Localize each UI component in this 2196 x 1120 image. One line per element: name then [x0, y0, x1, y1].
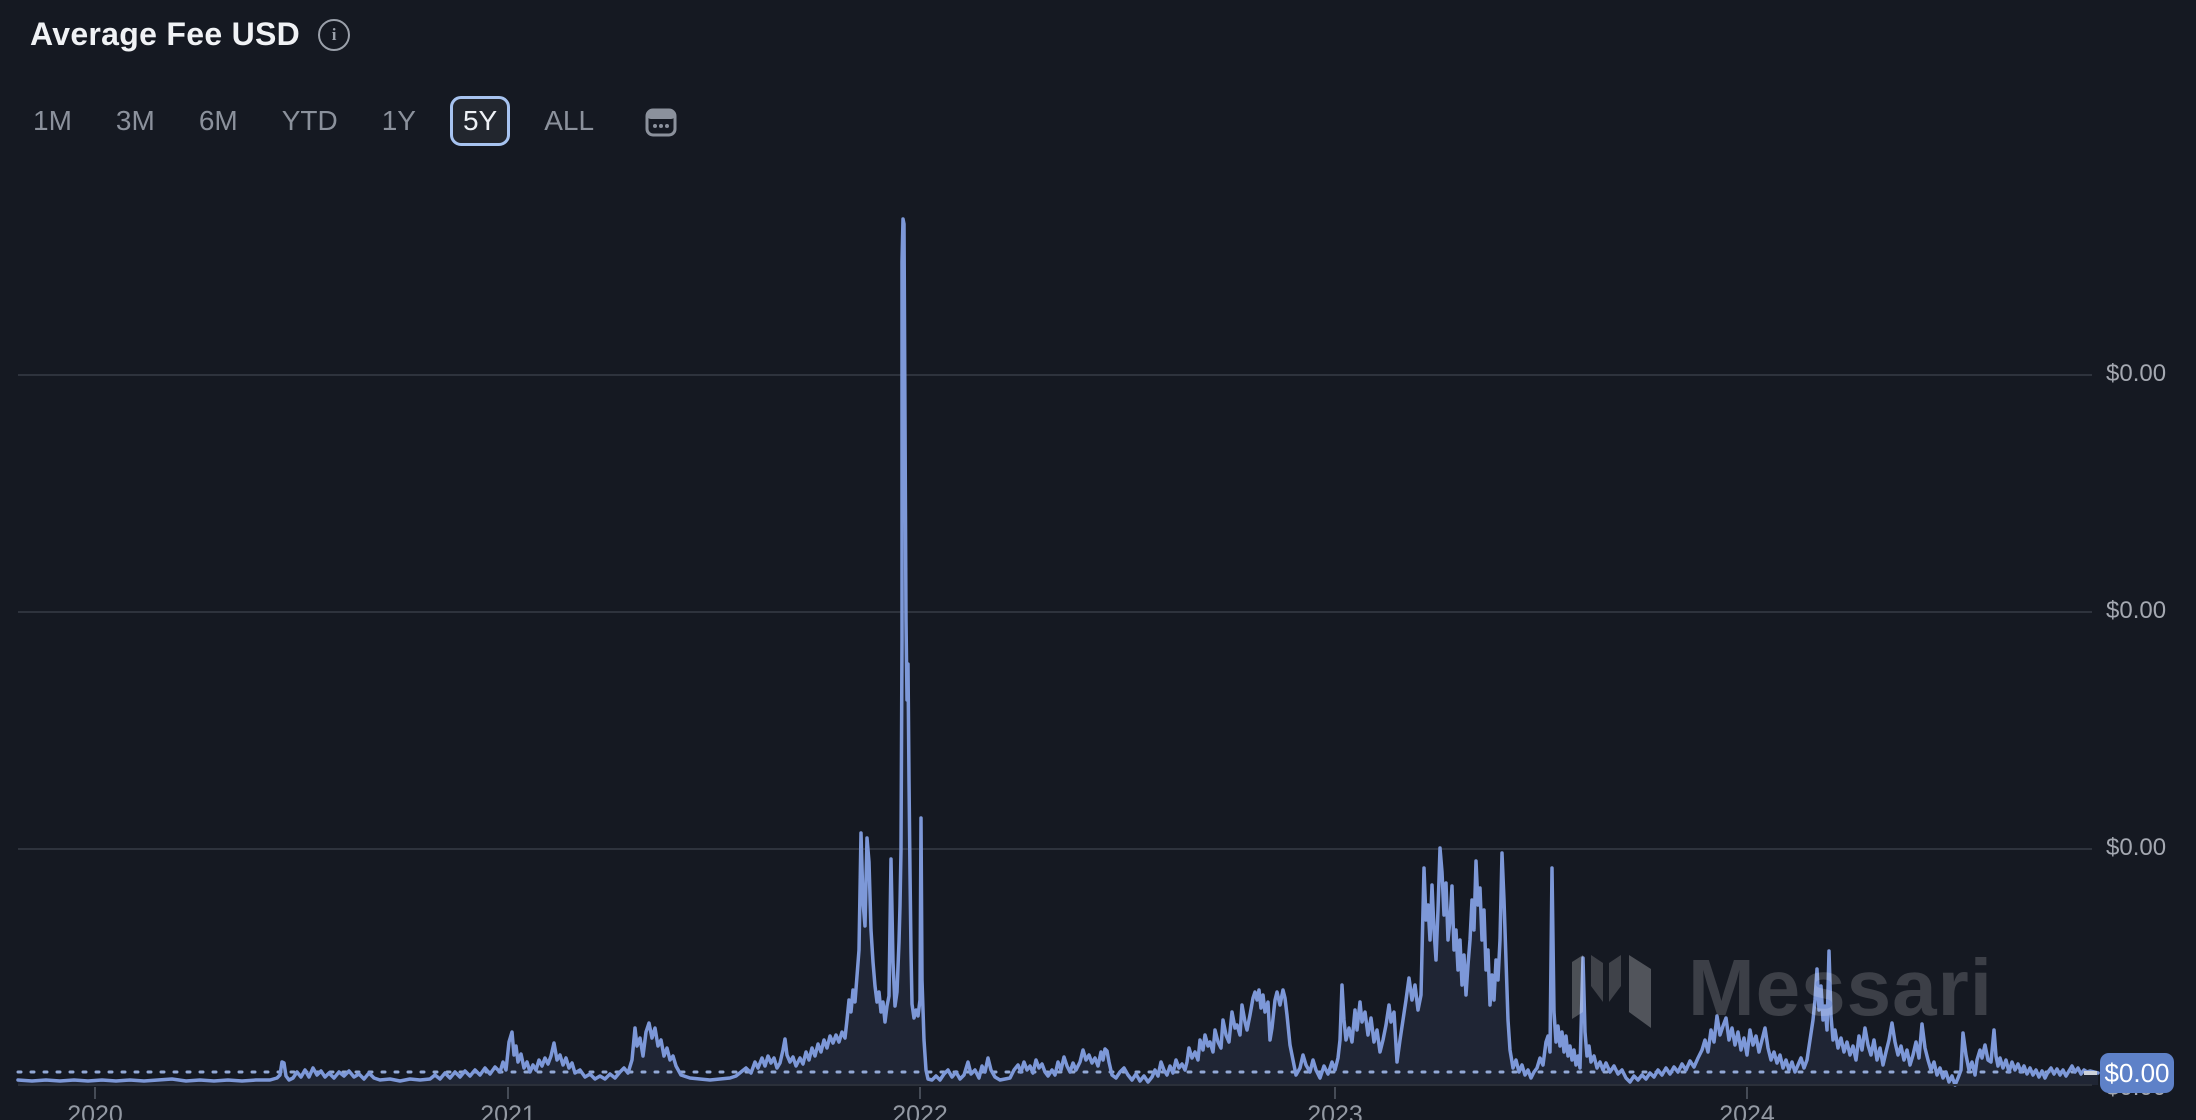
x-axis-label-2021: 2021: [480, 1101, 536, 1120]
calendar-icon[interactable]: [644, 104, 678, 138]
x-axis-ticks: [94, 1087, 1748, 1099]
x-axis-label-2020: 2020: [67, 1101, 123, 1120]
x-axis-label-2022: 2022: [892, 1101, 948, 1120]
range-button-ytd[interactable]: YTD: [282, 99, 338, 143]
header: Average Fee USD i: [30, 16, 351, 53]
messari-logo-icon: [1572, 955, 1651, 1028]
range-button-1m[interactable]: 1M: [33, 99, 72, 143]
y-axis-label-top: $0.00: [2106, 360, 2167, 387]
x-axis-label-2023: 2023: [1307, 1101, 1363, 1120]
current-value-dash: [2084, 1071, 2097, 1075]
x-axis-label-2024: 2024: [1719, 1101, 1775, 1120]
messari-watermark: Messari: [1688, 943, 1993, 1032]
page-title: Average Fee USD: [30, 16, 301, 52]
range-button-all[interactable]: ALL: [544, 99, 594, 143]
range-button-6m[interactable]: 6M: [199, 99, 238, 143]
range-toolbar: 1M 3M 6M YTD 1Y 5Y ALL: [33, 96, 678, 146]
y-axis-label-middle: $0.00: [2106, 597, 2167, 624]
fee-line-series: [16, 217, 2100, 1087]
range-button-1y[interactable]: 1Y: [382, 99, 416, 143]
y-axis-label-lower: $0.00: [2106, 834, 2167, 861]
range-button-3m[interactable]: 3M: [116, 99, 155, 143]
info-icon[interactable]: i: [318, 18, 351, 51]
current-value-badge: $0.00: [2100, 1053, 2174, 1093]
range-button-5y-selected[interactable]: 5Y: [449, 96, 511, 146]
gridlines: [18, 374, 2092, 850]
